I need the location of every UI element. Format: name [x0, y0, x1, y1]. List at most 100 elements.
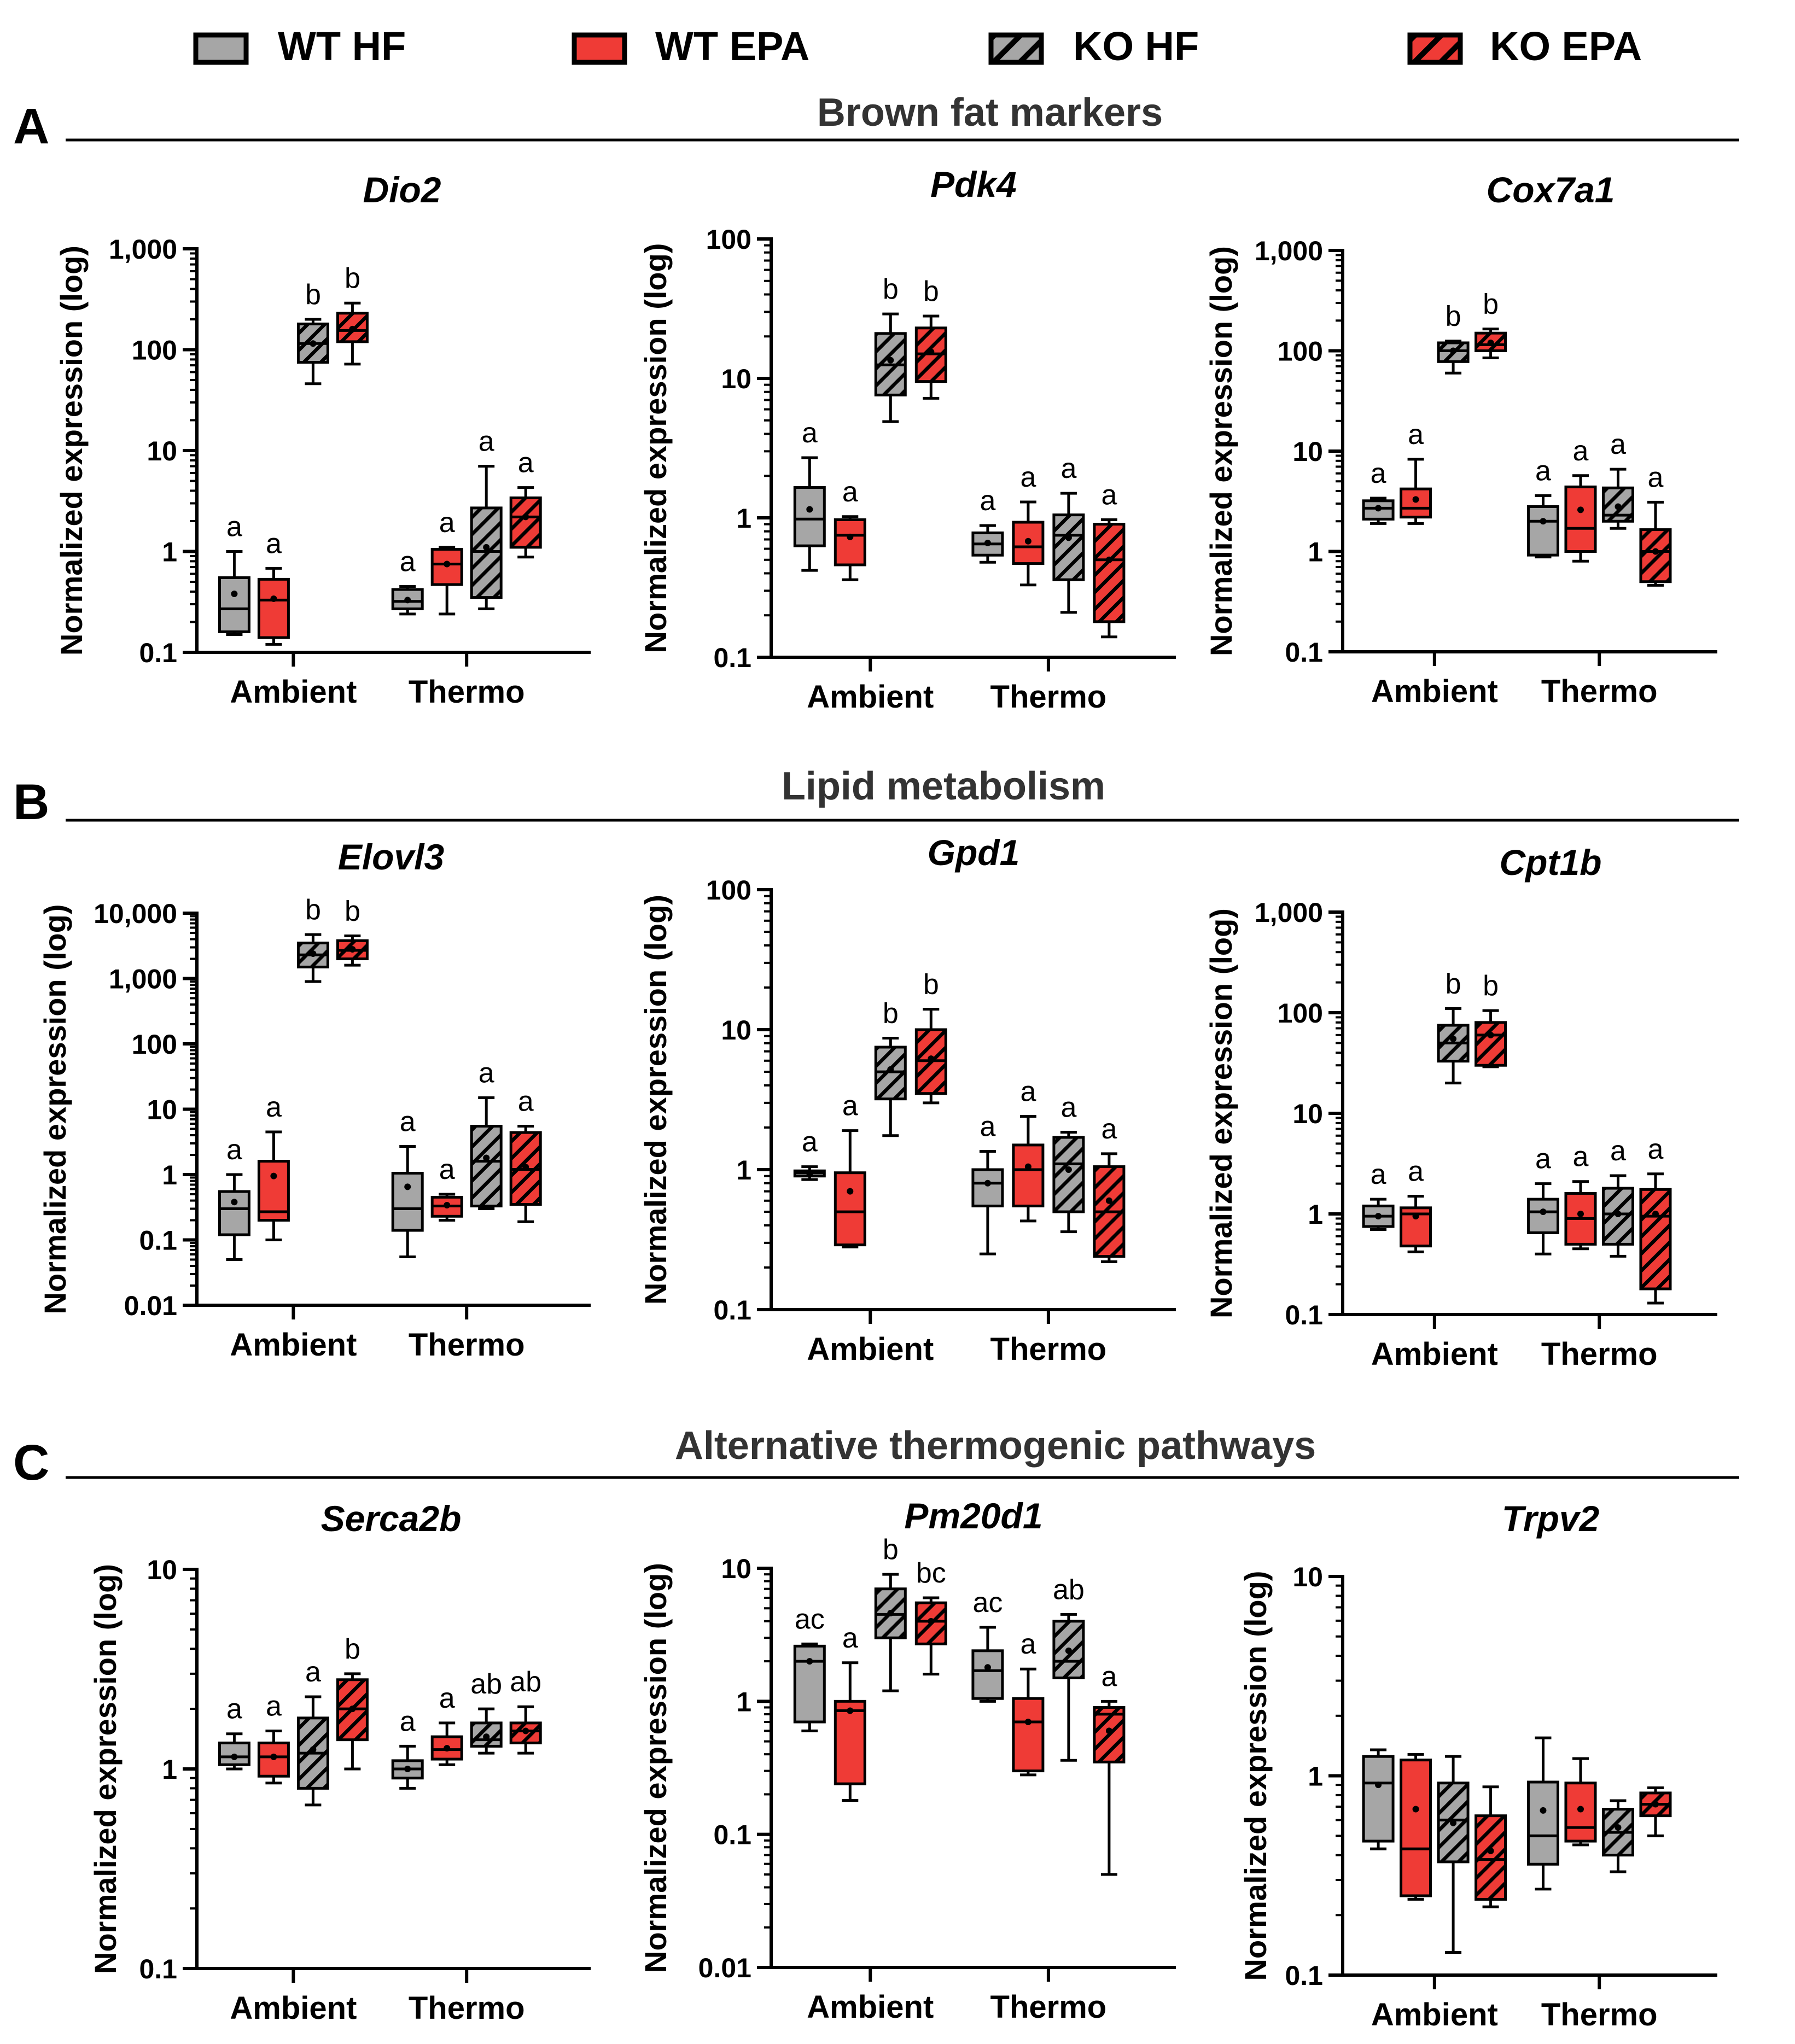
mean-point	[1375, 1782, 1382, 1789]
box-body	[971, 1649, 1004, 1700]
y-axis-label-pdk4: Normalized expression (log)	[638, 243, 673, 653]
y-tick-label-dio2: 1,000	[109, 234, 177, 265]
box-pm20d1-ko-hf-ambient: b	[874, 1534, 907, 1692]
y-tick-label-cox7a1: 100	[1278, 336, 1323, 367]
significance-label: a	[479, 1057, 494, 1089]
mean-point	[522, 513, 529, 521]
box-gpd1-ko-hf-ambient: b	[874, 997, 907, 1137]
mean-point	[270, 1753, 277, 1760]
y-tick-label-gpd1: 0.1	[713, 1295, 751, 1325]
mean-point	[887, 1066, 894, 1073]
box-body	[793, 1644, 826, 1724]
significance-label: b	[883, 1534, 899, 1566]
y-tick-label-serca2b: 10	[147, 1555, 177, 1585]
significance-label: ac	[972, 1587, 1003, 1619]
box-cox7a1-ko-hf-thermo: a	[1601, 429, 1634, 530]
box-cpt1b-wt-hf-thermo: a	[1526, 1143, 1559, 1255]
mean-point	[1615, 503, 1622, 510]
mean-point	[310, 1746, 317, 1753]
mean-point	[1577, 1806, 1584, 1813]
significance-label: a	[1648, 1134, 1664, 1165]
mean-point	[1652, 548, 1659, 555]
significance-label: a	[305, 1656, 321, 1688]
x-tick-label-pdk4: Ambient	[807, 679, 934, 715]
y-tick-label-cpt1b: 10	[1292, 1099, 1323, 1129]
y-axis-label-cox7a1: Normalized expression (log)	[1204, 246, 1238, 656]
y-tick-label-pm20d1: 10	[721, 1554, 751, 1584]
box-gpd1-wt-hf-thermo: a	[971, 1111, 1004, 1255]
box-cpt1b-wt-hf-ambient: a	[1362, 1159, 1395, 1231]
mean-point	[1375, 505, 1382, 512]
panel-gpd1: Gpd1 Normalized expression (log) 0.1 1 10 100…	[638, 832, 1176, 1367]
significance-label: bc	[916, 1557, 946, 1589]
mean-point	[1412, 1806, 1419, 1813]
box-pm20d1-ko-epa-thermo: a	[1093, 1661, 1126, 1876]
y-axis-label-gpd1: Normalized expression (log)	[638, 895, 673, 1305]
box-pm20d1-ko-epa-ambient: bc	[914, 1557, 947, 1676]
box-cpt1b-ko-hf-ambient: b	[1437, 968, 1470, 1085]
box-cpt1b-wt-epa-thermo: a	[1564, 1141, 1597, 1251]
significance-label: a	[1648, 462, 1664, 493]
legend-swatch-ko-hf	[988, 32, 1044, 65]
y-tick-label-cpt1b: 1	[1308, 1199, 1323, 1230]
x-tick-label-cpt1b: Ambient	[1371, 1336, 1498, 1372]
mean-point	[1375, 1213, 1382, 1220]
significance-label: a	[980, 1111, 995, 1143]
mean-point	[1540, 1208, 1547, 1216]
mean-point	[1652, 1211, 1659, 1217]
y-tick-label-pm20d1: 0.1	[713, 1820, 751, 1850]
y-tick-label-pdk4: 100	[706, 224, 751, 255]
significance-label: b	[345, 1633, 360, 1665]
mean-point	[1105, 1727, 1112, 1735]
significance-label: a	[1020, 1076, 1036, 1108]
x-tick-label-trpv2: Thermo	[1541, 1997, 1658, 2033]
significance-label: a	[1408, 1156, 1424, 1188]
mean-point	[806, 506, 813, 513]
box-body	[1564, 485, 1597, 553]
mean-point	[1065, 1647, 1072, 1654]
significance-label: a	[439, 1683, 455, 1714]
box-body	[257, 577, 290, 639]
x-tick-label-pm20d1: Thermo	[990, 1989, 1107, 2025]
box-serca2b-ko-epa-ambient: b	[336, 1633, 369, 1771]
box-pdk4-ko-epa-ambient: b	[914, 276, 947, 400]
y-tick-label-gpd1: 10	[721, 1015, 751, 1046]
box-body	[793, 486, 826, 547]
y-tick-label-elovl3: 0.1	[139, 1225, 177, 1256]
box-body	[1362, 1755, 1395, 1843]
box-body	[1526, 1198, 1559, 1234]
panel-title-pm20d1: Pm20d1	[904, 1496, 1042, 1536]
section-title-b: Lipid metabolism	[782, 764, 1105, 808]
mean-point	[270, 595, 277, 602]
significance-label: a	[518, 447, 534, 479]
box-body	[1012, 1697, 1045, 1773]
significance-label: a	[400, 546, 416, 577]
section-b: B Lipid metabolism	[13, 764, 1739, 830]
box-serca2b-ko-epa-thermo: ab	[509, 1666, 542, 1755]
box-elovl3-ko-epa-ambient: b	[336, 895, 369, 967]
panel-pm20d1: Pm20d1 Normalized expression (log) 0.01 0.1…	[638, 1496, 1176, 2025]
box-body	[1400, 1759, 1432, 1897]
x-tick-label-serca2b: Ambient	[230, 1990, 357, 2026]
mean-point	[1412, 496, 1419, 503]
mean-point	[847, 1188, 854, 1195]
significance-label: a	[1020, 462, 1036, 493]
legend-label-wt-hf: WT HF	[278, 24, 406, 69]
box-trpv2-ko-hf-ambient	[1437, 1755, 1470, 1954]
mean-point	[887, 357, 894, 364]
box-trpv2-ko-epa-thermo	[1639, 1786, 1672, 1837]
mean-point	[928, 1055, 935, 1062]
mean-point	[847, 1707, 854, 1714]
box-cpt1b-ko-epa-ambient: b	[1475, 970, 1507, 1068]
box-pdk4-ko-hf-ambient: b	[874, 273, 907, 423]
legend-label-ko-hf: KO HF	[1073, 24, 1199, 69]
box-dio2-wt-hf-ambient: a	[218, 511, 250, 636]
box-serca2b-wt-hf-thermo: a	[391, 1706, 424, 1790]
box-dio2-ko-hf-ambient: b	[296, 279, 329, 386]
box-cox7a1-ko-epa-ambient: b	[1475, 289, 1507, 359]
mean-point	[349, 325, 356, 332]
x-tick-label-pdk4: Thermo	[990, 679, 1107, 715]
significance-label: a	[479, 426, 494, 458]
mean-point	[1450, 1819, 1457, 1826]
x-tick-label-gpd1: Thermo	[990, 1331, 1107, 1367]
